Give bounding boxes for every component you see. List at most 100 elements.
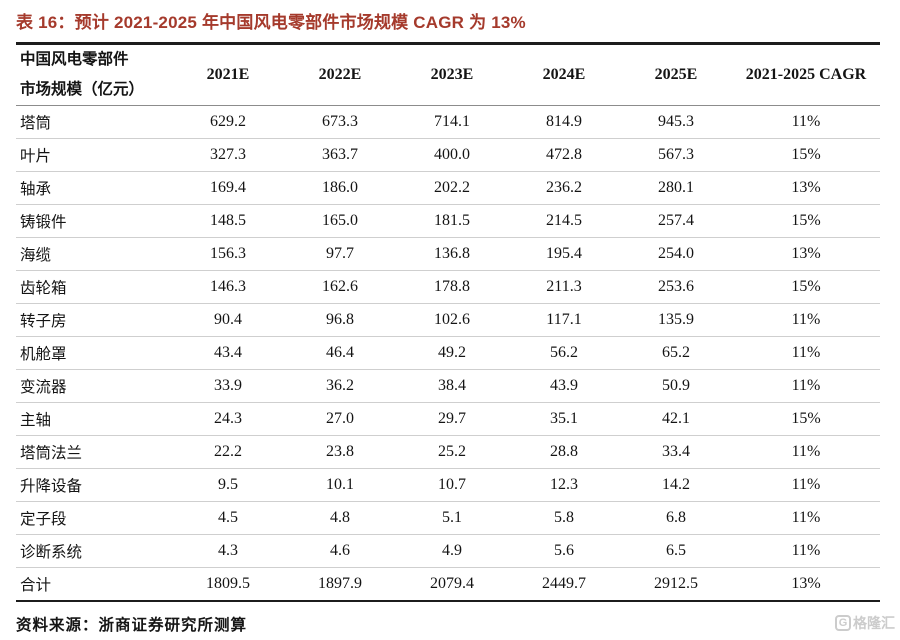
table-row: 主轴 24.3 27.0 29.7 35.1 42.1 15% — [16, 402, 880, 437]
table-row: 合计 1809.5 1897.9 2079.4 2449.7 2912.5 13% — [16, 568, 880, 601]
row-value: 211.3 — [508, 270, 620, 305]
row-value: 1809.5 — [206, 575, 250, 593]
row-cagr-value: 11% — [732, 336, 880, 371]
row-label: 定子段 — [16, 501, 172, 536]
row-value: 280.1 — [620, 171, 732, 206]
row-value: 27.0 — [284, 402, 396, 437]
row-value: 33.9 — [172, 369, 284, 404]
row-value: 327.3 — [172, 138, 284, 173]
row-value: 156.3 — [172, 237, 284, 272]
row-value: 673.3 — [284, 105, 396, 140]
table-row: 海缆 156.3 97.7 136.8 195.4 254.0 13% — [16, 237, 880, 272]
row-value: 162.6 — [284, 270, 396, 305]
row-value: 136.8 — [396, 237, 508, 272]
row-value: 5.1 — [396, 501, 508, 536]
row-value: 4.3 — [172, 534, 284, 569]
row-value: 186.0 — [284, 171, 396, 206]
row-value: 4.6 — [284, 534, 396, 569]
row-value: 50.9 — [620, 369, 732, 404]
row-cagr-value: 13% — [791, 575, 821, 593]
table-row: 轴承 169.4 186.0 202.2 236.2 280.1 13% — [16, 171, 880, 206]
row-value: 28.8 — [508, 435, 620, 470]
row-value: 56.2 — [508, 336, 620, 371]
row-value: 214.5 — [508, 204, 620, 239]
row-value: 257.4 — [620, 204, 732, 239]
row-value: 1897.9 — [318, 575, 362, 593]
row-cagr-value: 13% — [732, 237, 880, 272]
row-value: 38.4 — [396, 369, 508, 404]
table-row: 定子段 4.5 4.8 5.1 5.8 6.8 11% — [16, 501, 880, 536]
row-value: 49.2 — [396, 336, 508, 371]
row-value: 22.2 — [172, 435, 284, 470]
gelonghui-logo-icon: G — [835, 615, 851, 631]
row-value: 6.8 — [620, 501, 732, 536]
row-value: 202.2 — [396, 171, 508, 206]
row-value: 102.6 — [396, 303, 508, 338]
row-label: 叶片 — [16, 138, 172, 173]
row-label: 机舱罩 — [16, 336, 172, 371]
row-value: 43.9 — [508, 369, 620, 404]
table-row: 升降设备 9.5 10.1 10.7 12.3 14.2 11% — [16, 468, 880, 503]
row-label: 轴承 — [16, 171, 172, 206]
row-value: 4.5 — [172, 501, 284, 536]
row-label: 合计 — [20, 577, 52, 595]
row-value: 65.2 — [620, 336, 732, 371]
row-label: 诊断系统 — [16, 534, 172, 569]
table-row: 塔筒 629.2 673.3 714.1 814.9 945.3 11% — [16, 105, 880, 140]
header-label-line2: 市场规模（亿元） — [20, 81, 145, 99]
row-value: 195.4 — [508, 237, 620, 272]
watermark: G 格隆汇 — [835, 613, 895, 633]
row-value: 14.2 — [620, 468, 732, 503]
row-value: 181.5 — [396, 204, 508, 239]
row-cagr-value: 15% — [732, 138, 880, 173]
row-value: 2912.5 — [654, 575, 698, 593]
row-value: 567.3 — [620, 138, 732, 173]
table-row: 齿轮箱 146.3 162.6 178.8 211.3 253.6 15% — [16, 270, 880, 305]
row-value: 90.4 — [172, 303, 284, 338]
row-label: 齿轮箱 — [16, 270, 172, 305]
row-label: 海缆 — [16, 237, 172, 272]
row-value: 4.8 — [284, 501, 396, 536]
header-label-cell: 中国风电零部件 市场规模（亿元） — [16, 43, 172, 107]
row-value: 814.9 — [508, 105, 620, 140]
row-value: 5.8 — [508, 501, 620, 536]
table-row: 叶片 327.3 363.7 400.0 472.8 567.3 15% — [16, 138, 880, 173]
column-header-2021e: 2021E — [172, 43, 284, 107]
row-value: 10.1 — [284, 468, 396, 503]
column-header-2022e: 2022E — [284, 43, 396, 107]
row-value: 43.4 — [172, 336, 284, 371]
row-value: 25.2 — [396, 435, 508, 470]
row-value: 9.5 — [172, 468, 284, 503]
row-label: 转子房 — [16, 303, 172, 338]
row-value: 5.6 — [508, 534, 620, 569]
row-value: 6.5 — [620, 534, 732, 569]
row-value: 36.2 — [284, 369, 396, 404]
row-value: 12.3 — [508, 468, 620, 503]
forecast-table: 中国风电零部件 市场规模（亿元） 2021E 2022E 2023E 2024E… — [16, 42, 880, 602]
row-value: 97.7 — [284, 237, 396, 272]
row-value: 42.1 — [620, 402, 732, 437]
row-cagr-value: 11% — [732, 501, 880, 536]
row-cagr-value: 11% — [732, 105, 880, 140]
row-value: 146.3 — [172, 270, 284, 305]
row-value: 33.4 — [620, 435, 732, 470]
row-value: 23.8 — [284, 435, 396, 470]
row-label: 铸锻件 — [16, 204, 172, 239]
header-label-line1: 中国风电零部件 — [20, 51, 129, 68]
row-value: 254.0 — [620, 237, 732, 272]
row-value: 169.4 — [172, 171, 284, 206]
row-label: 塔筒法兰 — [16, 435, 172, 470]
row-cagr-value: 11% — [732, 534, 880, 569]
table-title: 表 16：预计 2021-2025 年中国风电零部件市场规模 CAGR 为 13… — [16, 13, 526, 32]
column-header-2024e: 2024E — [508, 43, 620, 107]
column-header-2023e: 2023E — [396, 43, 508, 107]
row-label: 主轴 — [16, 402, 172, 437]
row-cagr-value: 15% — [732, 270, 880, 305]
row-value: 629.2 — [172, 105, 284, 140]
row-value: 945.3 — [620, 105, 732, 140]
row-label: 塔筒 — [16, 105, 172, 140]
table-row: 铸锻件 148.5 165.0 181.5 214.5 257.4 15% — [16, 204, 880, 239]
row-label: 升降设备 — [16, 468, 172, 503]
row-value: 148.5 — [172, 204, 284, 239]
